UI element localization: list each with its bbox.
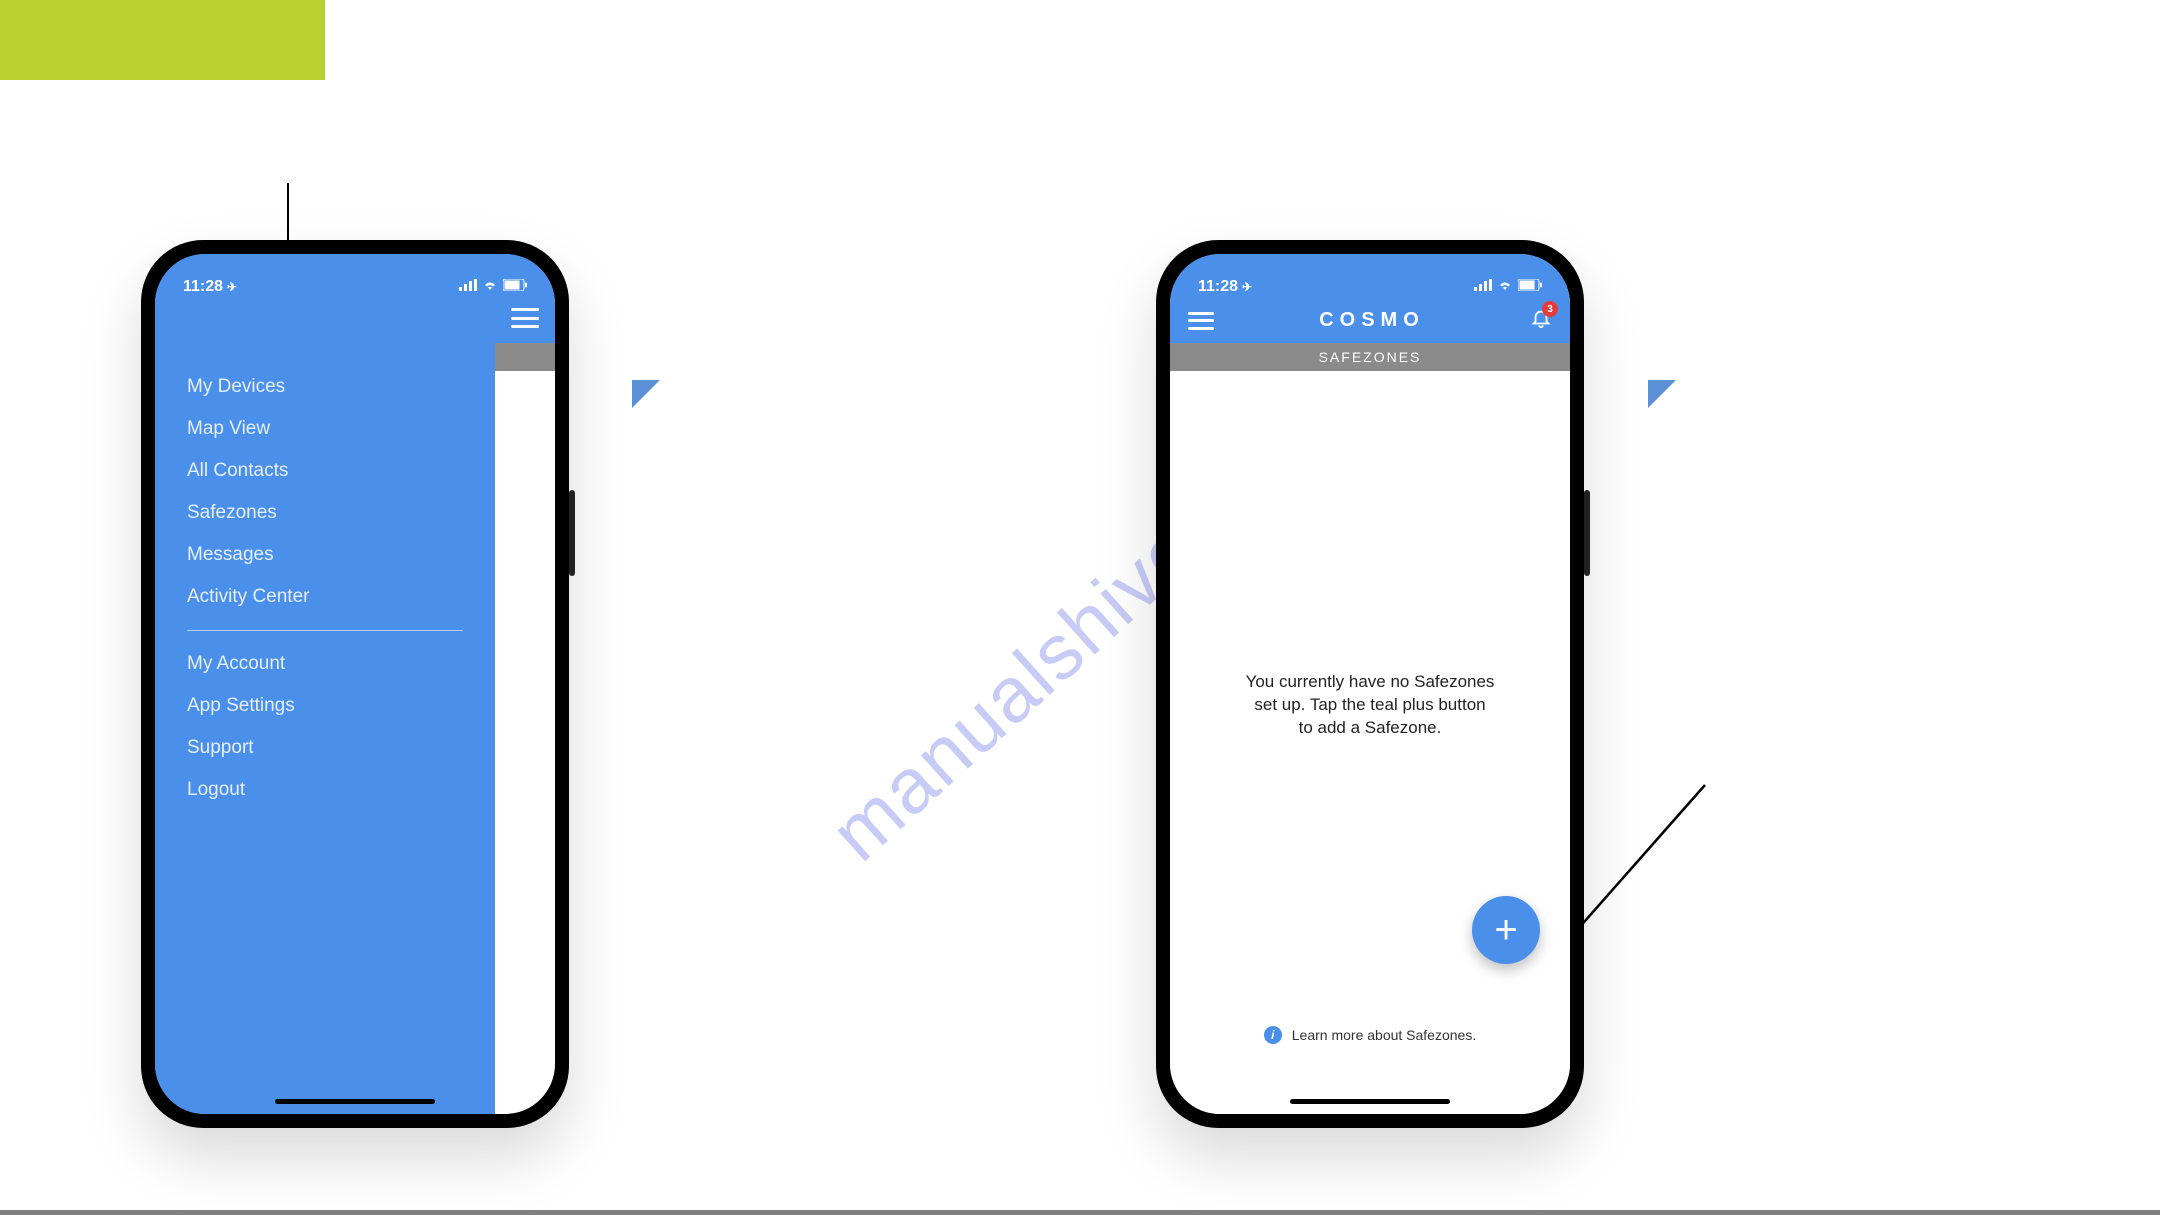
battery-icon xyxy=(1518,278,1542,296)
status-time: 11:28 xyxy=(183,278,223,296)
safezones-content: You currently have no Safezones set up. … xyxy=(1170,371,1570,1114)
section-title: SAFEZONES xyxy=(1170,343,1570,371)
empty-line-3: to add a Safezone. xyxy=(1218,717,1522,740)
signal-icon xyxy=(459,278,477,296)
info-icon: i xyxy=(1264,1026,1282,1044)
learn-more-text: Learn more about Safezones. xyxy=(1292,1027,1476,1043)
hamburger-icon[interactable] xyxy=(511,308,539,328)
phone-side-button xyxy=(569,490,575,576)
notifications-button[interactable]: 3 xyxy=(1530,307,1552,334)
status-time: 11:28 xyxy=(1198,278,1238,296)
triangle-marker-2 xyxy=(1648,380,1676,408)
empty-line-2: set up. Tap the teal plus button xyxy=(1218,694,1522,717)
sidebar-item-support[interactable]: Support xyxy=(187,727,463,769)
app-logo: COSMO xyxy=(1319,309,1425,332)
learn-more-link[interactable]: i Learn more about Safezones. xyxy=(1170,1026,1570,1044)
sidebar-item-map-view[interactable]: Map View xyxy=(187,408,463,450)
triangle-marker-1 xyxy=(632,380,660,408)
location-arrow-icon: ✈ xyxy=(227,280,237,294)
menu-group-1: My Devices Map View All Contacts Safezon… xyxy=(155,332,495,618)
wifi-icon xyxy=(1497,278,1513,296)
slide-bottom-bar xyxy=(0,1210,2160,1215)
hamburger-icon[interactable] xyxy=(1188,312,1214,330)
phone-mockup-menu: 11:28 ✈ My Devices Map View xyxy=(141,240,569,1128)
sidebar-item-my-devices[interactable]: My Devices xyxy=(187,366,463,408)
empty-state-message: You currently have no Safezones set up. … xyxy=(1170,671,1570,740)
sidebar-item-my-account[interactable]: My Account xyxy=(187,643,463,685)
phone-mockup-safezones: 11:28 ✈ COSMO 3 SAF xyxy=(1156,240,1584,1128)
notification-badge: 3 xyxy=(1542,301,1558,317)
home-indicator xyxy=(275,1099,435,1104)
plus-icon: + xyxy=(1494,908,1517,953)
signal-icon xyxy=(1474,278,1492,296)
menu-group-2: My Account App Settings Support Logout xyxy=(155,643,495,811)
app-header: COSMO 3 xyxy=(1170,298,1570,343)
status-bar: 11:28 ✈ xyxy=(1170,254,1570,298)
empty-line-1: You currently have no Safezones xyxy=(1218,671,1522,694)
battery-icon xyxy=(503,278,527,296)
sidebar-item-messages[interactable]: Messages xyxy=(187,534,463,576)
phone1-screen: 11:28 ✈ My Devices Map View xyxy=(155,254,555,1114)
menu-divider xyxy=(187,630,463,631)
home-indicator xyxy=(1290,1099,1450,1104)
wifi-icon xyxy=(482,278,498,296)
sidebar-item-app-settings[interactable]: App Settings xyxy=(187,685,463,727)
slide-accent-bar xyxy=(0,0,325,80)
add-safezone-button[interactable]: + xyxy=(1472,896,1540,964)
phone-side-button xyxy=(1584,490,1590,576)
location-arrow-icon: ✈ xyxy=(1242,280,1252,294)
status-bar: 11:28 ✈ xyxy=(155,254,555,298)
side-menu-panel: My Devices Map View All Contacts Safezon… xyxy=(155,254,495,1114)
phone2-screen: 11:28 ✈ COSMO 3 SAF xyxy=(1170,254,1570,1114)
sidebar-item-all-contacts[interactable]: All Contacts xyxy=(187,450,463,492)
sidebar-item-safezones[interactable]: Safezones xyxy=(187,492,463,534)
sidebar-item-activity-center[interactable]: Activity Center xyxy=(187,576,463,618)
sidebar-item-logout[interactable]: Logout xyxy=(187,769,463,811)
